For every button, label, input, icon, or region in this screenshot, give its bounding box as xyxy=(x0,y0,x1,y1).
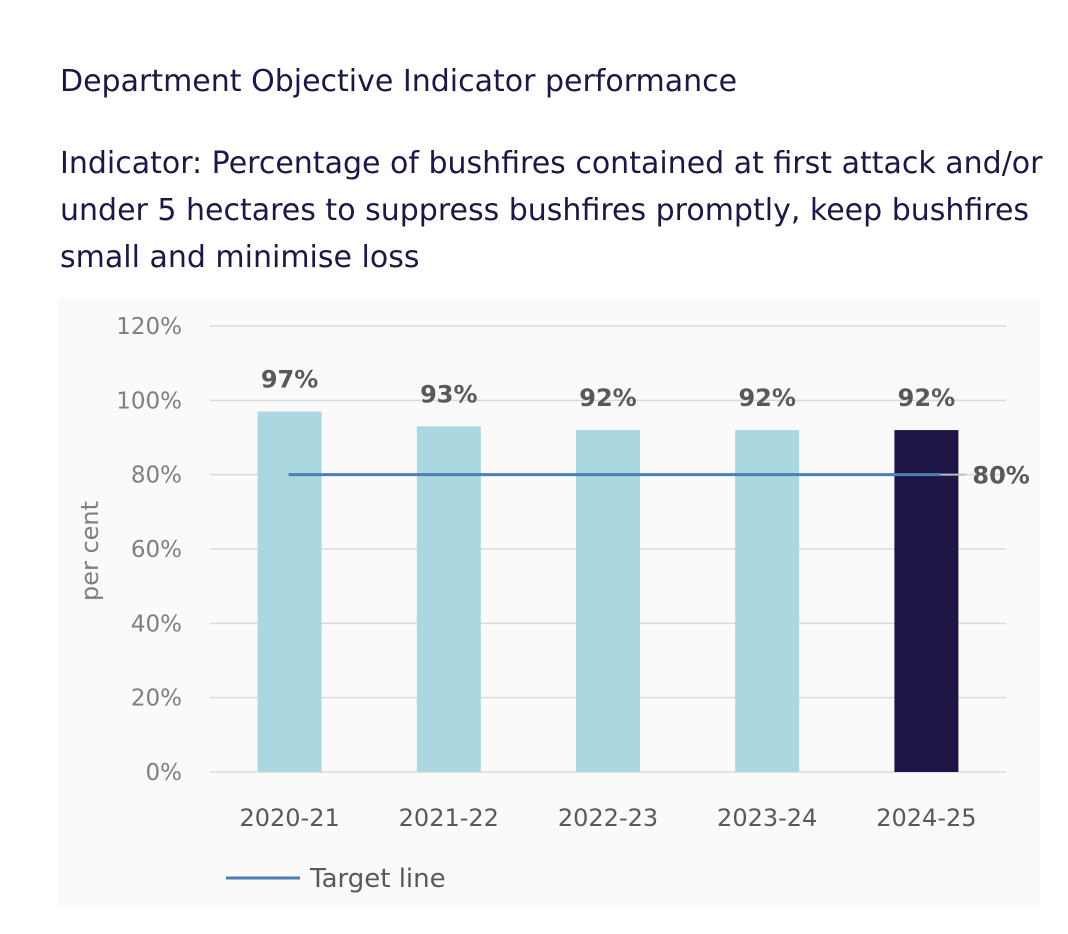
data-label-2020-21: 97% xyxy=(261,365,318,393)
bar-2020-21 xyxy=(257,411,322,772)
bar-2023-24 xyxy=(735,430,800,772)
y-tick-label: 0% xyxy=(146,760,183,786)
data-label-2023-24: 92% xyxy=(738,384,795,412)
x-tick-label: 2024-25 xyxy=(876,804,976,832)
y-tick-label: 60% xyxy=(131,537,182,563)
y-axis-ticks: 0% 20% 40% 60% 80% 100% 120% xyxy=(116,314,182,786)
x-tick-label: 2023-24 xyxy=(717,804,817,832)
legend: Target line xyxy=(226,864,446,894)
bar-2024-25 xyxy=(894,430,959,772)
y-tick-label: 100% xyxy=(116,388,182,414)
indicator-description: Indicator: Percentage of bushfires conta… xyxy=(60,146,1043,275)
y-axis-label: per cent xyxy=(76,501,104,601)
x-axis-ticks: 2020-21 2021-22 2022-23 2023-24 2024-25 xyxy=(239,804,976,832)
x-tick-label: 2021-22 xyxy=(399,804,499,832)
x-tick-label: 2022-23 xyxy=(558,804,658,832)
bar-chart: 0% 20% 40% 60% 80% 100% 120% per cent 97% 93% 92… xyxy=(76,314,1030,894)
data-labels: 97% 93% 92% 92% 92% xyxy=(261,365,955,412)
y-tick-label: 80% xyxy=(131,463,182,489)
y-tick-label: 40% xyxy=(131,611,182,637)
data-label-2021-22: 93% xyxy=(420,380,477,408)
chart-heading: Department Objective Indicator performan… xyxy=(60,64,738,99)
bar-2021-22 xyxy=(416,426,481,772)
y-tick-label: 20% xyxy=(131,686,182,712)
bars xyxy=(257,411,959,772)
target-value-label: 80% xyxy=(972,462,1029,490)
legend-target-label: Target line xyxy=(309,864,446,894)
data-label-2024-25: 92% xyxy=(898,384,955,412)
y-tick-label: 120% xyxy=(116,314,182,340)
data-label-2022-23: 92% xyxy=(579,384,636,412)
target-line-group: 80% xyxy=(288,462,1030,490)
x-tick-label: 2020-21 xyxy=(239,804,339,832)
bar-2022-23 xyxy=(576,430,640,772)
chart-panel: 0% 20% 40% 60% 80% 100% 120% per cent 97% 93% 92… xyxy=(58,298,1040,908)
